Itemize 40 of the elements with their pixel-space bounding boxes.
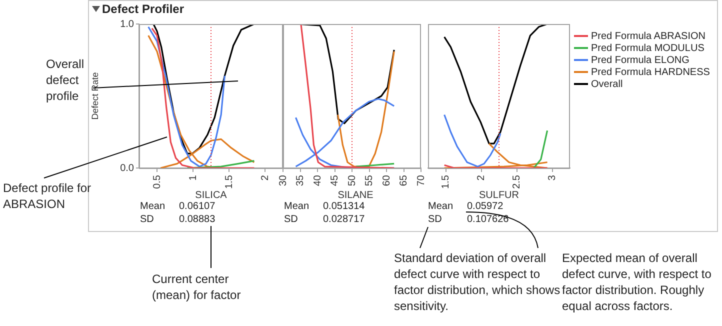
y-axis-title: Defect Rate <box>90 72 100 120</box>
x-axis-title: SILANE <box>336 190 374 201</box>
x-tick-label: 45 <box>330 174 340 186</box>
text: SD 0.107626 <box>428 214 509 225</box>
x-tick-label: 30 <box>278 174 289 186</box>
y-tick-label: 0.0 <box>120 162 134 174</box>
text: Mean 0.051314 <box>284 201 365 212</box>
x-tick-label: 50 <box>346 174 358 186</box>
x-tick-label: 40 <box>312 174 324 186</box>
x-tick-label: 35 <box>295 174 306 186</box>
legend-label: Pred Formula HARDNESS <box>591 66 710 78</box>
x-tick-label: 2.5 <box>512 174 522 189</box>
x-tick-label: 2 <box>260 174 271 181</box>
x-axis-title: SULFUR <box>478 190 520 201</box>
legend-label: Pred Formula ABRASION <box>591 30 706 42</box>
x-tick-label: 55 <box>364 174 375 186</box>
text: SD 0.08883 <box>140 214 216 225</box>
x-tick-label: 3 <box>547 174 558 181</box>
x-tick-label: 0.5 <box>152 174 163 189</box>
text: Mean 0.05972 <box>428 201 504 212</box>
chart-title: Defect Profiler <box>102 2 184 16</box>
x-tick-label: 1 <box>188 174 199 181</box>
text: Current center (mean) for factor <box>152 271 242 303</box>
legend-label: Pred Formula ELONG <box>591 54 690 66</box>
x-tick-label: 1.5 <box>224 174 235 189</box>
text: Mean 0.06107 <box>140 201 216 212</box>
x-tick-label: 65 <box>398 174 410 186</box>
legend-label: Pred Formula MODULUS <box>591 42 704 54</box>
x-tick-label: 60 <box>381 174 392 186</box>
legend-label: Overall <box>591 78 623 90</box>
x-axis-title: SILICA <box>194 190 228 201</box>
y-tick-label: 1.0 <box>120 18 134 30</box>
text: SD 0.028717 <box>284 214 365 225</box>
text: Overall defect profile <box>46 57 84 103</box>
x-tick-label: 1.5 <box>440 174 452 189</box>
text: Expected mean of overall defect curve, with respect to factor distribution. Roughly equal across factors. <box>562 250 712 314</box>
x-tick-label: 70 <box>416 174 427 186</box>
x-tick-label: 2 <box>476 174 487 181</box>
text: Defect profile for ABRASION <box>3 180 92 212</box>
text: Standard deviation of overall defect curve with respect to factor distribution, which shows sensitivity. <box>394 251 560 313</box>
